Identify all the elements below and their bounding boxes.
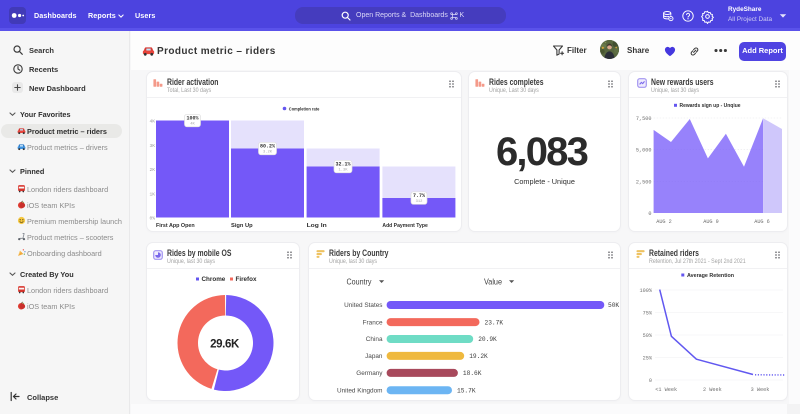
svg-text:100%: 100% [186,116,198,122]
svg-text:AUG 6: AUG 6 [754,219,770,225]
svg-text:32.1%: 32.1% [335,162,350,168]
svg-text:Sign Up: Sign Up [231,223,253,229]
svg-text:312: 312 [416,200,424,204]
svg-text:0: 0 [649,378,652,384]
svg-text:Country: Country [347,277,373,287]
svg-text:Japan: Japan [365,353,383,360]
svg-text:100%: 100% [640,288,653,294]
svg-text:15.7K: 15.7K [457,387,476,394]
svg-text:Value: Value [484,277,502,287]
svg-text:3 Week: 3 Week [751,387,770,393]
svg-text:2 Week: 2 Week [703,387,722,393]
svg-text:50%: 50% [643,333,653,339]
svg-text:Rewards sign up - Unqiue: Rewards sign up - Unqiue [680,103,741,109]
svg-text:20.9K: 20.9K [478,336,497,343]
svg-text:<1 Week: <1 Week [655,387,677,393]
svg-text:3K: 3K [149,143,155,149]
svg-text:AUG 9: AUG 9 [703,219,719,225]
svg-text:0%: 0% [149,216,155,222]
svg-text:25%: 25% [643,356,653,362]
svg-text:7.7%: 7.7% [413,193,425,199]
svg-text:Germany: Germany [356,370,383,377]
svg-text:First App Open: First App Open [156,223,195,229]
svg-text:1K: 1K [149,191,155,197]
svg-text:3.2K: 3.2K [263,151,273,155]
svg-text:1.3K: 1.3K [338,169,348,173]
svg-text:50K: 50K [608,302,619,309]
svg-text:7,500: 7,500 [636,116,652,122]
svg-text:Add Payment Type: Add Payment Type [382,223,428,229]
svg-text:5,000: 5,000 [636,148,652,154]
svg-text:Completion rate: Completion rate [289,106,320,112]
svg-text:23.7K: 23.7K [485,319,504,326]
svg-text:75%: 75% [643,311,653,317]
svg-text:United States: United States [344,302,382,309]
svg-text:France: France [363,319,383,326]
svg-text:Firefox: Firefox [236,276,257,283]
svg-text:2K: 2K [149,167,155,173]
svg-text:2,500: 2,500 [636,179,652,185]
svg-text:China: China [366,336,383,343]
svg-text:Average Retention: Average Retention [687,273,734,279]
svg-text:Chrome: Chrome [202,276,226,283]
svg-text:4K: 4K [190,123,195,127]
svg-text:4K: 4K [149,119,155,125]
svg-text:80.2%: 80.2% [260,144,275,150]
svg-text:United Kingdom: United Kingdom [337,387,382,394]
svg-text:AUG 2: AUG 2 [656,219,672,225]
svg-text:Log In: Log In [307,223,328,229]
svg-text:29.6K: 29.6K [210,338,240,350]
svg-text:0: 0 [648,211,651,217]
svg-text:19.2K: 19.2K [469,353,488,360]
svg-text:18.6K: 18.6K [463,370,482,377]
